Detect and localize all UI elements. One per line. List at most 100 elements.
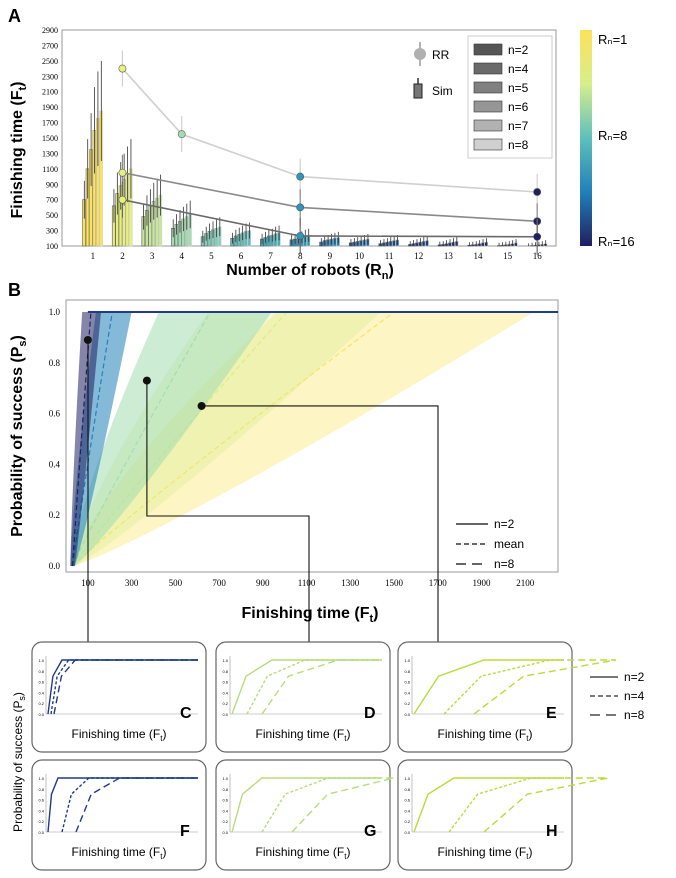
- svg-text:n=2: n=2: [494, 517, 515, 531]
- y-tick-label: 1.0: [38, 658, 44, 663]
- colorbar-label-bottom: Rₙ=16: [598, 234, 635, 249]
- svg-text:n=8: n=8: [494, 557, 515, 571]
- sim-marker-icon: [414, 84, 422, 98]
- y-tick-label: 0.8: [404, 787, 410, 792]
- callout-point: [198, 402, 206, 410]
- small-panel-x-axis-label: Finishing time (Ft): [438, 845, 533, 861]
- x-tick-label: 12: [414, 251, 423, 261]
- y-tick-label: 0.0: [222, 712, 228, 717]
- y-tick-label: 0.8: [222, 669, 228, 674]
- x-tick-label: 15: [503, 251, 513, 261]
- y-tick-label: 1500: [42, 134, 58, 143]
- y-tick-label: 1700: [42, 119, 58, 128]
- legend-swatch: [474, 44, 502, 55]
- y-tick-label: 0.4: [404, 808, 410, 813]
- x-tick-label: 1100: [298, 578, 316, 588]
- small-panels-y-axis-label: Probability of success (Ps): [11, 692, 27, 832]
- x-tick-label: 6: [239, 251, 244, 261]
- x-tick-label: 7: [268, 251, 273, 261]
- rr-point: [297, 204, 304, 211]
- y-tick-label: 0.0: [404, 712, 410, 717]
- colorbar-label-top: Rₙ=1: [598, 32, 627, 47]
- x-tick-label: 2: [120, 251, 125, 261]
- panel-a-y-axis-label: Finishing time (Ft): [9, 82, 29, 219]
- y-tick-label: 0.4: [49, 459, 61, 469]
- y-tick-label: 0.4: [404, 690, 410, 695]
- y-tick-label: 2100: [42, 88, 58, 97]
- y-tick-label: 1300: [42, 149, 58, 158]
- rr-point: [534, 233, 541, 240]
- y-tick-label: 1.0: [222, 658, 228, 663]
- panel-b-legend: n=2 mean n=8: [456, 517, 524, 571]
- small-panel-letter: G: [364, 823, 376, 840]
- rr-marker-icon: [414, 48, 426, 60]
- y-tick-label: 1900: [42, 103, 58, 112]
- y-tick-label: 1100: [42, 165, 58, 174]
- x-tick-label: 1900: [472, 578, 491, 588]
- y-tick-label: 0.2: [38, 701, 44, 706]
- panel-b-cdf-bands: [70, 312, 558, 566]
- y-tick-label: 700: [46, 196, 58, 205]
- y-tick-label: 0.0: [222, 830, 228, 835]
- x-tick-label: 700: [212, 578, 226, 588]
- legend-swatch: [474, 63, 502, 74]
- legend-label: n=5: [508, 81, 529, 95]
- small-panel-x-axis-label: Finishing time (Ft): [256, 727, 351, 743]
- y-tick-label: 0.0: [49, 561, 61, 571]
- small-panel-x-axis-label: Finishing time (Ft): [72, 845, 167, 861]
- y-tick-label: 1.0: [404, 776, 410, 781]
- panel-b-x-axis-label: Finishing time (Ft): [242, 605, 379, 625]
- rr-point: [297, 232, 304, 239]
- x-tick-label: 3: [150, 251, 155, 261]
- y-tick-label: 0.2: [222, 701, 228, 706]
- x-tick-label: 11: [385, 251, 394, 261]
- legend-swatch: [474, 139, 502, 150]
- panel-a-marker-legend: RR Sim: [414, 42, 453, 98]
- small-panel-letter: C: [180, 705, 192, 722]
- y-tick-label: 0.8: [49, 358, 61, 368]
- y-tick-label: 0.0: [38, 712, 44, 717]
- panel-a-x-axis-label: Number of robots (Rn): [226, 262, 394, 282]
- legend-swatch: [474, 120, 502, 131]
- svg-text:n=8: n=8: [624, 708, 645, 722]
- panel-b-y-axis-label: Probability of success (Ps): [9, 335, 29, 537]
- panel-letter-a: A: [8, 6, 21, 26]
- rr-point: [297, 173, 304, 180]
- x-tick-label: 2100: [516, 578, 535, 588]
- legend-swatch: [474, 82, 502, 93]
- legend-label: n=8: [508, 138, 529, 152]
- y-tick-label: 0.6: [49, 409, 61, 419]
- y-tick-label: 2900: [42, 26, 58, 35]
- svg-text:n=4: n=4: [624, 689, 645, 703]
- y-tick-label: 900: [46, 180, 58, 189]
- panel-a-n-legend: n=2n=4n=5n=6n=7n=8: [468, 36, 552, 158]
- y-tick-label: 300: [46, 227, 58, 236]
- x-tick-label: 10: [355, 251, 365, 261]
- legend-label: n=6: [508, 100, 529, 114]
- small-panel-letter: H: [546, 823, 558, 840]
- y-tick-label: 0.6: [222, 680, 228, 685]
- small-panel-x-axis-label: Finishing time (Ft): [72, 727, 167, 743]
- y-tick-label: 0.2: [38, 819, 44, 824]
- y-tick-label: 0.6: [404, 680, 410, 685]
- y-tick-label: 1.0: [49, 307, 61, 317]
- small-panel-x-axis-label: Finishing time (Ft): [256, 845, 351, 861]
- x-tick-label: 1300: [341, 578, 360, 588]
- y-tick-label: 1.0: [222, 776, 228, 781]
- y-tick-label: 0.8: [38, 787, 44, 792]
- x-tick-label: 5: [209, 251, 214, 261]
- y-tick-label: 2500: [42, 57, 58, 66]
- y-tick-label: 100: [46, 242, 58, 251]
- rr-line: [122, 173, 537, 222]
- y-tick-label: 0.6: [222, 798, 228, 803]
- y-tick-label: 0.2: [404, 819, 410, 824]
- small-panel-x-axis-label: Finishing time (Ft): [438, 727, 533, 743]
- panel-b-y-ticks: 0.00.20.40.60.81.0: [49, 307, 61, 571]
- x-tick-label: 1: [91, 251, 96, 261]
